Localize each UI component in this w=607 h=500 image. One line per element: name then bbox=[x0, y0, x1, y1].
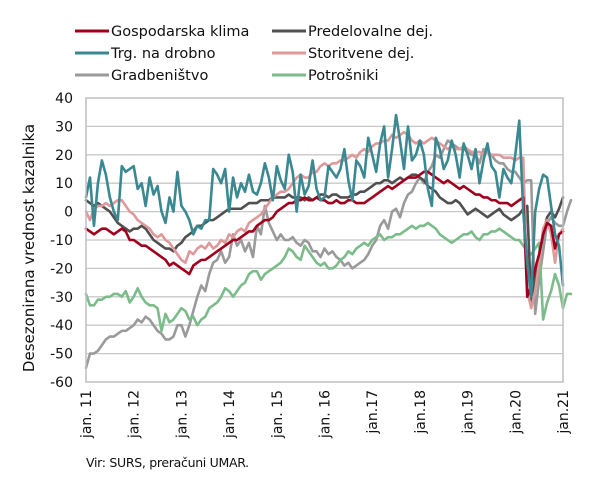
x-tick-label: jan. 16 bbox=[318, 390, 334, 439]
x-tick-label: jan.21 bbox=[556, 390, 572, 435]
plot-frame bbox=[85, 97, 564, 383]
y-tick-label: 30 bbox=[55, 119, 73, 135]
series-line-storitvene-dej- bbox=[84, 130, 565, 310]
legend-item: Gospodarska klima bbox=[75, 24, 249, 40]
y-tick-label: -40 bbox=[50, 318, 73, 334]
legend-label: Potrošniki bbox=[308, 68, 379, 84]
y-axis-ticks: 40 30 20 10 0 -10 -20 -30 -40 -50 -60 bbox=[50, 91, 73, 391]
legend-item: Predelovalne dej. bbox=[272, 24, 433, 40]
y-tick-label: -30 bbox=[50, 290, 73, 306]
legend-label: Gradbeništvo bbox=[111, 68, 208, 84]
x-tick-label: jan. 15 bbox=[270, 390, 286, 439]
y-tick-label: -60 bbox=[50, 375, 73, 391]
legend-item: Storitvene dej. bbox=[272, 46, 414, 62]
y-tick-label: -50 bbox=[50, 347, 73, 363]
x-tick-label: jan. 12 bbox=[127, 390, 143, 439]
series-layer bbox=[84, 113, 573, 370]
legend-item: Trg. na drobno bbox=[75, 46, 216, 62]
legend-label: Predelovalne dej. bbox=[308, 24, 433, 40]
series-line-trg-na-drobno bbox=[84, 113, 565, 299]
legend: Gospodarska klima Predelovalne dej. Trg. n… bbox=[75, 24, 433, 84]
x-tick-label: jan.18 bbox=[413, 390, 429, 435]
legend-item: Potrošniki bbox=[272, 68, 379, 84]
x-tick-label: jan.17 bbox=[365, 390, 381, 435]
x-tick-label: jan. 11 bbox=[79, 390, 95, 439]
legend-label: Storitvene dej. bbox=[308, 46, 414, 62]
y-tick-label: 40 bbox=[55, 91, 73, 107]
legend-label: Gospodarska klima bbox=[111, 24, 249, 40]
legend-item: Gradbeništvo bbox=[75, 68, 208, 84]
source-note: Vir: SURS, preračuni UMAR. bbox=[86, 455, 249, 470]
x-tick-label: jan. 14 bbox=[222, 390, 238, 439]
legend-label: Trg. na drobno bbox=[110, 46, 216, 62]
series-line-potro-niki bbox=[84, 221, 573, 333]
y-tick-label: 0 bbox=[64, 205, 73, 221]
y-tick-label: 20 bbox=[55, 148, 73, 164]
x-tick-label: jan.19 bbox=[461, 390, 477, 435]
y-tick-label: -20 bbox=[50, 261, 73, 277]
x-tick-label: jan. 13 bbox=[174, 390, 190, 439]
x-tick-label: jan.20 bbox=[508, 390, 524, 435]
y-axis-label: Desezonirana vrednost kazalnika bbox=[20, 124, 38, 372]
series-line-gospodarska-klima bbox=[84, 170, 565, 299]
y-tick-label: -10 bbox=[50, 233, 73, 249]
x-axis-ticks: jan. 11 jan. 12 jan. 13 jan. 14 jan. 15 jan. … bbox=[79, 390, 572, 439]
y-tick-label: 10 bbox=[55, 176, 73, 192]
